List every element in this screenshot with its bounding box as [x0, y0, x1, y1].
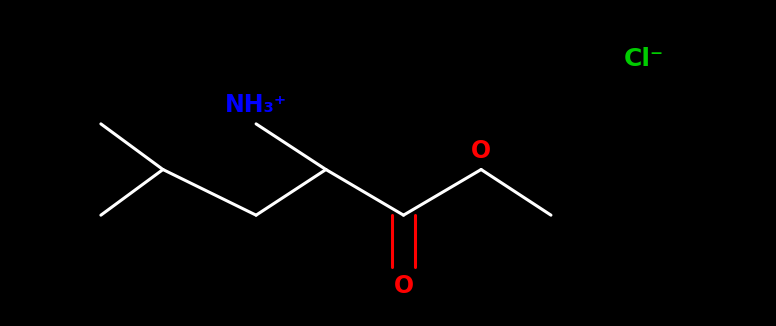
Text: NH₃⁺: NH₃⁺	[225, 93, 287, 117]
Text: O: O	[393, 274, 414, 298]
Text: O: O	[471, 139, 491, 163]
Text: Cl⁻: Cl⁻	[624, 47, 664, 71]
